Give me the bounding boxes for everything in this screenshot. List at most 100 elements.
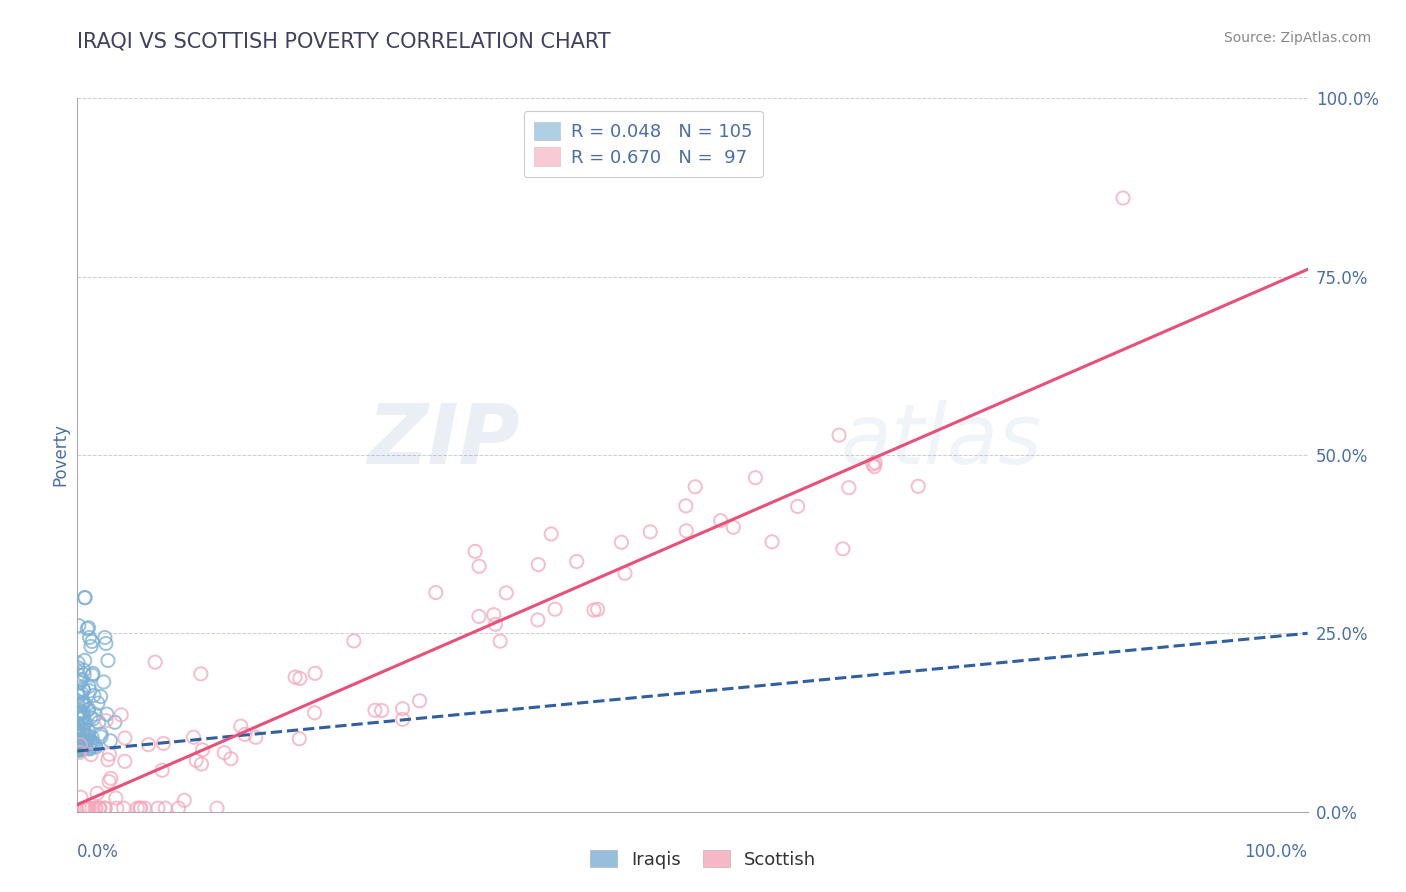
Point [72, 698, 94, 712]
Point [97, 753, 120, 767]
Point [79, 711, 101, 725]
Point [72, 735, 94, 749]
Point [527, 558, 550, 572]
Point [69, 738, 91, 752]
Point [304, 706, 326, 720]
Point [150, 764, 173, 778]
Point [82, 731, 104, 745]
Point [75, 736, 97, 750]
Point [191, 743, 214, 757]
Point [84, 707, 107, 722]
Point [527, 613, 550, 627]
Point [69, 790, 91, 805]
Point [468, 609, 491, 624]
Point [89, 801, 111, 815]
Point [544, 602, 567, 616]
Point [489, 634, 512, 648]
Point [1112, 191, 1135, 205]
Point [84, 739, 107, 754]
Point [586, 602, 609, 616]
Point [73, 716, 96, 731]
Point [82, 666, 104, 681]
Point [67, 720, 90, 734]
Point [75, 591, 97, 605]
Point [69, 705, 91, 719]
Point [76, 801, 98, 815]
Point [245, 731, 267, 745]
Point [73, 738, 96, 752]
Point [67, 736, 90, 750]
Point [94, 631, 117, 645]
Point [565, 554, 588, 568]
Point [70, 673, 93, 687]
Point [186, 753, 208, 767]
Point [70, 735, 93, 749]
Point [233, 727, 256, 741]
Point [90, 727, 112, 741]
Point [862, 457, 884, 471]
Point [129, 801, 152, 815]
Point [613, 566, 636, 581]
Point [482, 607, 505, 622]
Point [72, 695, 94, 709]
Point [76, 622, 98, 636]
Point [84, 801, 107, 815]
Point [710, 514, 733, 528]
Point [69, 704, 91, 718]
Point [582, 603, 605, 617]
Point [205, 801, 228, 815]
Point [408, 694, 430, 708]
Point [863, 459, 886, 474]
Point [72, 726, 94, 740]
Point [72, 741, 94, 756]
Point [73, 801, 96, 815]
Point [288, 731, 311, 746]
Point [73, 683, 96, 698]
Point [77, 733, 100, 747]
Point [94, 801, 117, 815]
Point [112, 801, 135, 815]
Point [76, 723, 98, 738]
Point [87, 696, 110, 710]
Point [425, 585, 447, 599]
Point [104, 715, 127, 730]
Point [786, 500, 808, 514]
Point [143, 655, 166, 669]
Point [80, 734, 103, 748]
Point [391, 702, 413, 716]
Point [370, 704, 392, 718]
Point [129, 801, 152, 815]
Point [79, 683, 101, 698]
Point [127, 801, 149, 815]
Point [93, 675, 115, 690]
Point [67, 727, 90, 741]
Point [73, 801, 96, 815]
Point [70, 736, 93, 750]
Text: Source: ZipAtlas.com: Source: ZipAtlas.com [1223, 31, 1371, 45]
Point [80, 634, 103, 648]
Point [744, 471, 766, 485]
Point [863, 456, 886, 470]
Point [364, 703, 387, 717]
Point [70, 720, 93, 734]
Point [219, 752, 242, 766]
Point [66, 723, 89, 738]
Point [214, 746, 236, 760]
Point [98, 733, 121, 747]
Point [288, 672, 311, 686]
Point [87, 715, 110, 730]
Point [75, 729, 97, 743]
Point [72, 718, 94, 732]
Point [75, 741, 97, 756]
Point [675, 524, 697, 538]
Point [69, 746, 91, 760]
Point [683, 480, 706, 494]
Point [284, 670, 307, 684]
Point [540, 527, 562, 541]
Point [114, 731, 136, 745]
Point [72, 736, 94, 750]
Point [80, 747, 103, 762]
Point [90, 690, 112, 704]
Point [484, 617, 506, 632]
Point [761, 534, 783, 549]
